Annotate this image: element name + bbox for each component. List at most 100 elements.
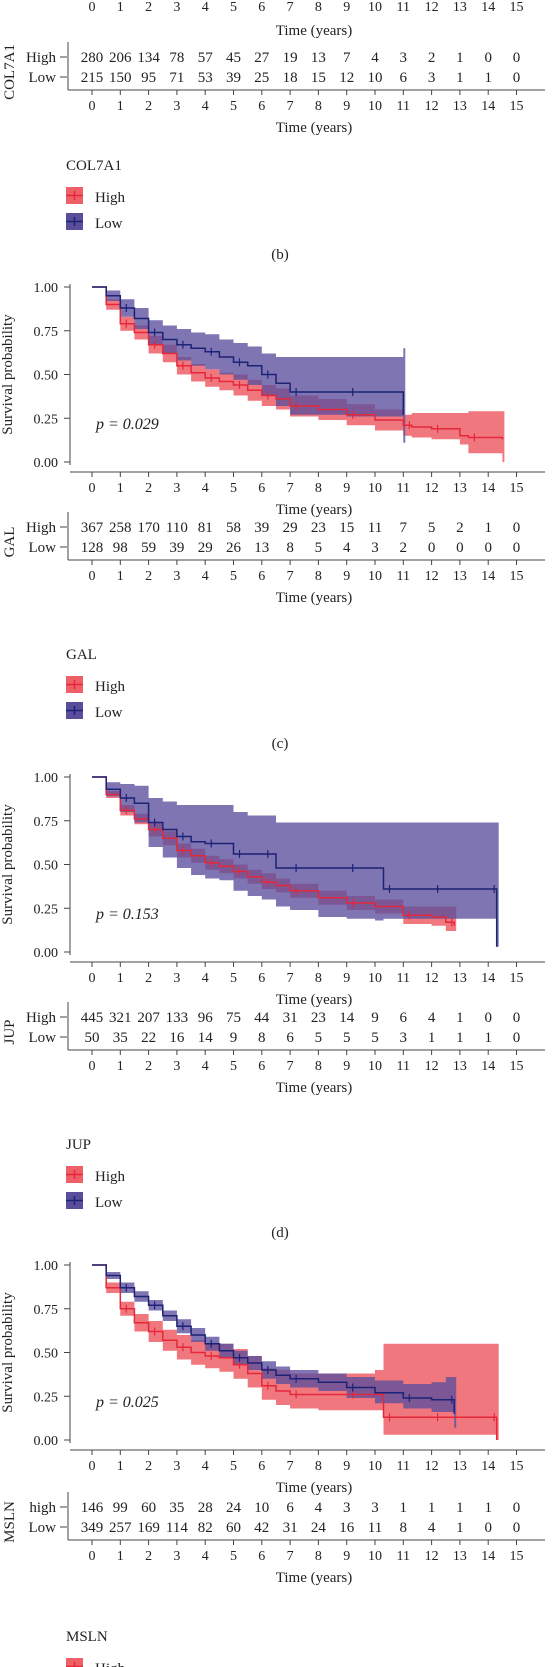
risk-value: 27 (254, 50, 270, 66)
risk-x-tick-label: 9 (343, 1059, 350, 1074)
risk-x-tick-label: 7 (287, 99, 294, 114)
risk-value: 5 (428, 520, 436, 536)
risk-value: 0 (484, 50, 492, 66)
risk-value: 6 (400, 1010, 408, 1026)
risk-value: 0 (484, 1520, 492, 1536)
risk-value: 3 (371, 540, 379, 556)
risk-value: 1 (456, 1520, 464, 1536)
km-curve-low (92, 286, 405, 415)
risk-value: 4 (343, 540, 351, 556)
risk-value: 2 (400, 540, 408, 556)
risk-x-tick-label: 10 (368, 569, 382, 584)
risk-x-tick-label: 4 (202, 99, 209, 114)
km-panel-e: 0.00 0.25 0.50 0.75 1.00 Survival probability… (0, 1259, 545, 1667)
risk-x-tick-label: 6 (258, 99, 265, 114)
risk-value: 0 (513, 70, 521, 86)
risk-x-tick-label: 13 (453, 99, 467, 114)
y-tick-label: 0.50 (34, 859, 59, 874)
risk-x-tick-label: 0 (89, 1549, 96, 1564)
p-value: p = 0.029 (95, 416, 159, 433)
y-axis-title: Survival probability (0, 1292, 16, 1413)
y-tick-label: 0.50 (34, 1347, 59, 1362)
x-tick-label: 0 (89, 0, 96, 15)
risk-value: 8 (400, 1520, 408, 1536)
x-tick-label: 11 (397, 971, 410, 986)
risk-x-tick-label: 1 (117, 1549, 124, 1564)
risk-table-gene-label: MSLN (2, 1501, 18, 1543)
risk-value: 0 (513, 50, 521, 66)
risk-value: 4 (315, 1500, 323, 1516)
x-tick-label: 10 (368, 1459, 382, 1474)
ci-band-low (92, 777, 499, 947)
legend-entry: High (95, 679, 126, 695)
x-tick-label: 8 (315, 971, 322, 986)
risk-value: 367 (81, 520, 104, 536)
risk-value: 58 (226, 520, 241, 536)
risk-value: 16 (339, 1520, 355, 1536)
risk-value: 0 (484, 540, 492, 556)
risk-x-tick-label: 5 (230, 1549, 237, 1564)
risk-x-tick-label: 12 (425, 99, 439, 114)
risk-x-axis-title: Time (years) (276, 590, 353, 606)
risk-value: 5 (315, 1030, 323, 1046)
risk-value: 14 (198, 1030, 214, 1046)
x-tick-label: 10 (368, 0, 382, 15)
x-tick-label: 15 (510, 1459, 524, 1474)
risk-value: 3 (343, 1500, 351, 1516)
risk-value: 146 (81, 1500, 104, 1516)
x-tick-label: 8 (315, 481, 322, 496)
y-tick-label: 1.00 (34, 1259, 59, 1274)
x-tick-label: 1 (117, 0, 124, 15)
risk-x-tick-label: 13 (453, 569, 467, 584)
risk-value: 1 (428, 1500, 436, 1516)
risk-value: 82 (198, 1520, 213, 1536)
risk-value: 8 (286, 540, 294, 556)
risk-value: 5 (315, 540, 323, 556)
risk-value: 31 (283, 1520, 298, 1536)
x-tick-label: 8 (315, 0, 322, 15)
risk-value: 19 (283, 50, 298, 66)
risk-value: 0 (428, 540, 436, 556)
risk-value: 81 (198, 520, 213, 536)
risk-value: 1 (400, 1500, 408, 1516)
ci-band-low (92, 287, 406, 443)
risk-row-label: High (26, 520, 57, 536)
risk-x-tick-label: 15 (510, 99, 524, 114)
risk-row-label: high (29, 1500, 56, 1516)
y-tick-label: 0.25 (34, 1390, 59, 1405)
risk-value: 0 (484, 1010, 492, 1026)
x-tick-label: 0 (89, 481, 96, 496)
risk-x-tick-label: 11 (397, 569, 410, 584)
risk-value: 170 (137, 520, 160, 536)
risk-x-tick-label: 8 (315, 1549, 322, 1564)
risk-value: 22 (141, 1030, 156, 1046)
y-tick-label: 0.00 (34, 946, 59, 961)
x-tick-label: 13 (453, 481, 467, 496)
risk-value: 60 (141, 1500, 156, 1516)
risk-x-tick-label: 6 (258, 569, 265, 584)
km-curve-low (92, 776, 498, 947)
risk-value: 321 (109, 1010, 132, 1026)
risk-x-tick-label: 1 (117, 99, 124, 114)
x-tick-label: 4 (202, 481, 209, 496)
risk-x-tick-label: 0 (89, 569, 96, 584)
x-tick-label: 13 (453, 0, 467, 15)
risk-x-axis-title: Time (years) (276, 120, 353, 136)
risk-x-tick-label: 15 (510, 1549, 524, 1564)
risk-value: 0 (513, 540, 521, 556)
risk-value: 6 (400, 70, 408, 86)
risk-x-tick-label: 5 (230, 569, 237, 584)
risk-row-label: Low (29, 540, 57, 556)
risk-value: 445 (81, 1010, 104, 1026)
risk-x-tick-label: 11 (397, 99, 410, 114)
x-tick-label: 1 (117, 971, 124, 986)
risk-value: 99 (113, 1500, 128, 1516)
x-tick-label: 0 (89, 971, 96, 986)
x-tick-label: 7 (287, 971, 294, 986)
risk-x-tick-label: 0 (89, 99, 96, 114)
risk-x-tick-label: 9 (343, 99, 350, 114)
x-tick-label: 11 (397, 1459, 410, 1474)
risk-x-tick-label: 10 (368, 99, 382, 114)
risk-table-gene-label: COL7A1 (2, 44, 18, 100)
